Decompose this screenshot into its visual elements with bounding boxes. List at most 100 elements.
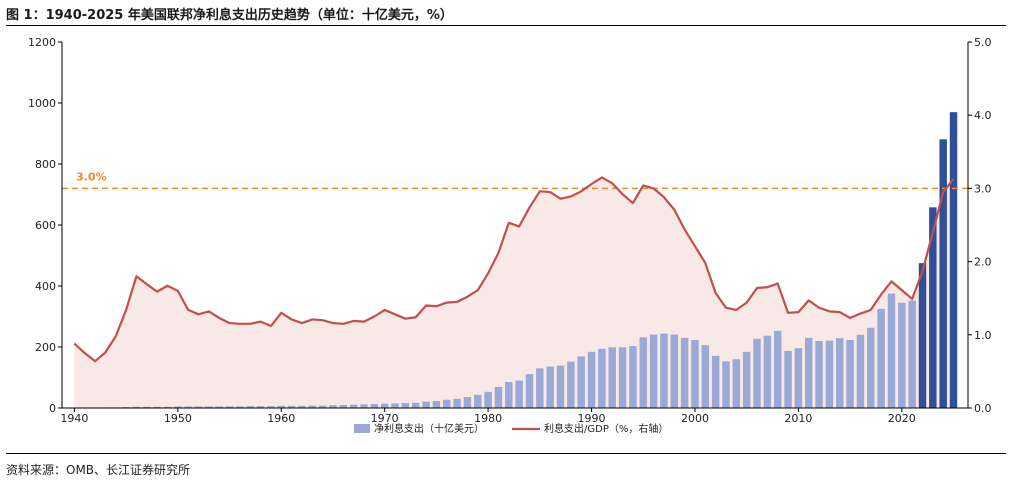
bar-1972	[401, 403, 410, 408]
bar-2025	[949, 112, 958, 409]
x-tick-label: 1950	[164, 412, 192, 425]
bar-2024	[939, 139, 947, 409]
y-left-tick-label: 400	[35, 280, 56, 293]
bar-2003	[722, 361, 730, 408]
bar-1954	[215, 406, 223, 408]
y-left-tick-label: 800	[35, 158, 56, 171]
axes-layer: 0 200 400 600 800 1000 1200 0.0 1.0 2.0 3.0 4.0 5.0 1…	[28, 36, 992, 425]
legend: 净利息支出（十亿美元） 利息支出/GDP（%，右轴）	[354, 422, 668, 435]
bar-1997	[660, 333, 668, 408]
bar-1956	[236, 406, 244, 408]
bar-2005	[742, 351, 751, 408]
bar-2006	[753, 338, 761, 408]
bar-1970	[380, 403, 389, 408]
y-right-tick-label: 1.0	[974, 329, 992, 342]
bar-2004	[732, 359, 741, 408]
y-left-tick-label: 600	[35, 219, 56, 232]
bar-1955	[225, 406, 234, 408]
line-area-fill	[74, 177, 954, 408]
bar-2012	[815, 340, 823, 408]
x-tick-label: 1990	[578, 412, 606, 425]
bar-2019	[887, 293, 896, 408]
bar-1998	[670, 334, 678, 408]
bar-2013	[825, 340, 834, 408]
bar-1971	[391, 403, 399, 408]
y-right-tick-label: 4.0	[974, 109, 992, 122]
bar-2001	[701, 345, 710, 408]
bar-1965	[329, 405, 337, 408]
bar-1975	[432, 400, 441, 408]
bar-2020	[898, 302, 906, 408]
bar-1953	[205, 406, 213, 408]
bar-1964	[318, 405, 327, 408]
bar-1991	[598, 348, 606, 408]
bar-1990	[587, 351, 596, 408]
bar-1967	[349, 404, 358, 408]
bar-1986	[546, 366, 554, 408]
bar-2021	[908, 300, 916, 408]
legend-bar-label: 净利息支出（十亿美元）	[374, 422, 484, 435]
y-right-tick-label: 0.0	[974, 402, 992, 415]
y-left-tick-label: 0	[49, 402, 56, 415]
bar-1951	[184, 406, 192, 408]
bar-1950	[174, 406, 182, 408]
bar-1962	[298, 405, 306, 408]
bar-1983	[515, 380, 523, 408]
x-tick-label: 1980	[474, 412, 502, 425]
bar-1979	[474, 394, 482, 408]
bar-1981	[494, 386, 503, 408]
bar-2000	[691, 339, 699, 408]
y-left-tick-label: 200	[35, 341, 56, 354]
y-left-tick-label: 1000	[28, 97, 56, 110]
bar-1959	[267, 406, 275, 408]
bar-1949	[163, 406, 172, 408]
bar-2010	[794, 348, 803, 408]
line-area-layer	[74, 177, 954, 408]
y-right-tick-label: 5.0	[974, 36, 992, 49]
bar-2002	[711, 355, 720, 408]
x-tick-label: 2010	[784, 412, 812, 425]
bars-layer	[70, 112, 958, 409]
bar-1973	[411, 402, 420, 408]
bar-1987	[556, 365, 565, 408]
legend-bar-swatch	[354, 424, 370, 433]
bar-2014	[836, 338, 844, 408]
bar-2022	[918, 263, 927, 408]
source-rule	[6, 453, 1006, 454]
bar-1966	[339, 404, 348, 408]
bar-1947	[143, 406, 151, 408]
x-tick-label: 1960	[267, 412, 295, 425]
bar-2015	[846, 339, 854, 408]
interest-gdp-line	[73, 176, 955, 363]
bar-1994	[629, 346, 637, 408]
y-right-tick-label: 3.0	[974, 182, 992, 195]
bar-1974	[422, 401, 430, 408]
bar-1982	[505, 382, 513, 408]
bar-1977	[453, 398, 461, 408]
bar-1999	[680, 337, 689, 408]
x-tick-label: 1970	[371, 412, 399, 425]
bar-2018	[877, 308, 885, 408]
x-tick-label: 1940	[60, 412, 88, 425]
line-layer	[73, 176, 955, 363]
bar-2011	[805, 337, 813, 408]
bar-1961	[287, 405, 296, 408]
bar-2009	[784, 350, 792, 408]
reference-line-label: 3.0%	[76, 170, 107, 183]
bar-1969	[370, 404, 379, 408]
bar-1952	[194, 406, 203, 408]
x-tick-label: 2020	[888, 412, 916, 425]
title-rule	[6, 25, 1006, 26]
bar-1996	[649, 334, 658, 408]
bar-1968	[360, 404, 368, 408]
bar-2007	[763, 335, 772, 408]
chart-title: 图 1：1940-2025 年美国联邦净利息支出历史趋势（单位：十亿美元，%）	[6, 8, 453, 23]
bar-1946	[132, 406, 141, 408]
bar-2016	[856, 334, 865, 408]
bar-2017	[867, 327, 875, 408]
y-right-tick-label: 2.0	[974, 256, 992, 269]
bar-1985	[536, 368, 544, 408]
bar-1984	[525, 374, 534, 408]
bar-1992	[608, 347, 616, 408]
